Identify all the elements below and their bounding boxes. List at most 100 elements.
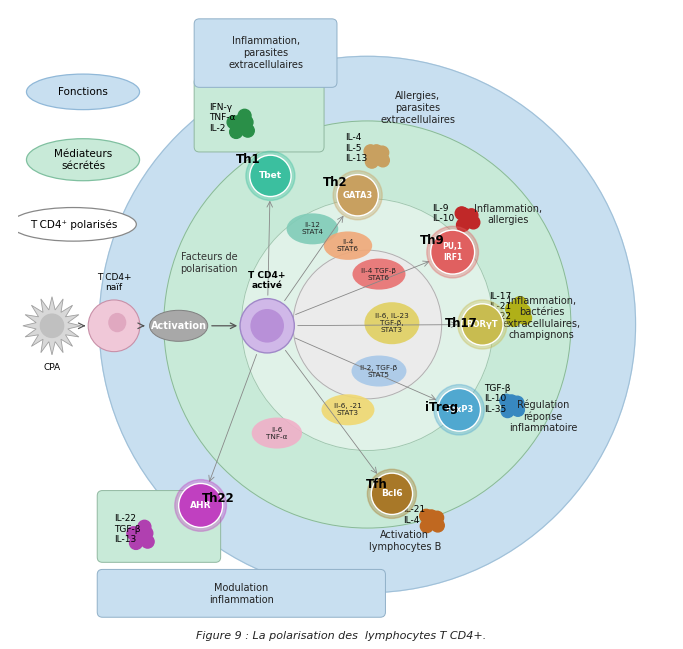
Circle shape bbox=[510, 303, 523, 316]
Circle shape bbox=[458, 300, 507, 349]
Circle shape bbox=[376, 154, 389, 167]
Circle shape bbox=[419, 509, 432, 522]
Text: GATA3: GATA3 bbox=[343, 191, 373, 200]
Circle shape bbox=[518, 312, 531, 324]
Text: PU,1
IRF1: PU,1 IRF1 bbox=[443, 243, 462, 262]
Text: Inflammation,
allergies: Inflammation, allergies bbox=[474, 204, 542, 225]
Circle shape bbox=[505, 395, 518, 408]
Text: Il-6, -21
STAT3: Il-6, -21 STAT3 bbox=[334, 403, 362, 416]
Text: FoxP3: FoxP3 bbox=[445, 406, 473, 414]
Circle shape bbox=[462, 215, 475, 228]
Circle shape bbox=[462, 304, 503, 345]
Circle shape bbox=[40, 314, 64, 337]
FancyBboxPatch shape bbox=[194, 77, 324, 152]
Text: IFN-γ
TNF-α
IL-2: IFN-γ TNF-α IL-2 bbox=[209, 103, 236, 132]
Circle shape bbox=[432, 519, 444, 532]
Circle shape bbox=[507, 401, 520, 414]
Circle shape bbox=[507, 313, 520, 326]
Circle shape bbox=[372, 151, 385, 164]
Circle shape bbox=[250, 155, 291, 197]
Circle shape bbox=[376, 146, 389, 159]
Circle shape bbox=[364, 145, 377, 158]
Text: IL-22
TGF-β
IL-13: IL-22 TGF-β IL-13 bbox=[114, 515, 141, 545]
Circle shape bbox=[241, 124, 254, 137]
FancyBboxPatch shape bbox=[97, 569, 385, 617]
Text: TGF-β
IL-10
IL-35: TGF-β IL-10 IL-35 bbox=[484, 384, 510, 413]
Text: Facteurs de
polarisation: Facteurs de polarisation bbox=[180, 252, 238, 274]
Text: IL-4
IL-5
IL-13: IL-4 IL-5 IL-13 bbox=[345, 133, 367, 163]
Circle shape bbox=[179, 484, 223, 528]
Circle shape bbox=[241, 199, 493, 450]
FancyBboxPatch shape bbox=[97, 491, 221, 562]
Ellipse shape bbox=[322, 395, 374, 425]
Text: T CD4⁺ polarisés: T CD4⁺ polarisés bbox=[29, 219, 117, 230]
Circle shape bbox=[246, 151, 295, 201]
Ellipse shape bbox=[150, 310, 208, 341]
Circle shape bbox=[293, 250, 442, 399]
Ellipse shape bbox=[352, 258, 406, 289]
Circle shape bbox=[234, 115, 247, 128]
FancyBboxPatch shape bbox=[194, 19, 337, 88]
Circle shape bbox=[141, 535, 154, 548]
Text: Il-2, TGF-β
STAT5: Il-2, TGF-β STAT5 bbox=[361, 365, 398, 378]
Circle shape bbox=[251, 309, 284, 343]
Text: Th9: Th9 bbox=[419, 234, 445, 247]
Text: T CD4+
naïf: T CD4+ naïf bbox=[97, 273, 131, 292]
Text: RORγT: RORγT bbox=[466, 320, 498, 329]
Text: Il-12
STAT4: Il-12 STAT4 bbox=[301, 223, 324, 236]
Text: Médiateurs
sécrétés: Médiateurs sécrétés bbox=[54, 149, 112, 171]
Circle shape bbox=[512, 403, 525, 416]
Text: AHR: AHR bbox=[190, 501, 211, 510]
Circle shape bbox=[500, 395, 513, 407]
Text: Activation
lymphocytes B: Activation lymphocytes B bbox=[369, 530, 441, 552]
Circle shape bbox=[175, 480, 227, 532]
Circle shape bbox=[365, 155, 378, 168]
Text: CPA: CPA bbox=[44, 363, 61, 373]
Circle shape bbox=[164, 121, 571, 528]
Ellipse shape bbox=[251, 417, 302, 448]
Circle shape bbox=[467, 216, 479, 229]
Text: Tbet: Tbet bbox=[259, 171, 282, 180]
Circle shape bbox=[238, 109, 251, 122]
Circle shape bbox=[456, 207, 468, 220]
Circle shape bbox=[514, 310, 527, 323]
Circle shape bbox=[133, 526, 146, 539]
Text: Régulation
réponse
inflammatoire: Régulation réponse inflammatoire bbox=[509, 399, 577, 434]
Ellipse shape bbox=[27, 139, 139, 180]
Circle shape bbox=[514, 297, 527, 310]
Circle shape bbox=[427, 227, 479, 278]
Polygon shape bbox=[23, 297, 81, 355]
Circle shape bbox=[456, 219, 469, 232]
Circle shape bbox=[240, 116, 253, 129]
Text: Il-6
TNF-α: Il-6 TNF-α bbox=[266, 426, 288, 439]
Text: IL-21
IL-4: IL-21 IL-4 bbox=[403, 506, 425, 525]
Ellipse shape bbox=[352, 356, 406, 387]
Text: Figure 9 : La polarisation des  lymphocytes T CD4+.: Figure 9 : La polarisation des lymphocyt… bbox=[197, 631, 486, 641]
Circle shape bbox=[240, 299, 294, 353]
Text: Th22: Th22 bbox=[202, 493, 235, 506]
Circle shape bbox=[140, 527, 153, 540]
Ellipse shape bbox=[10, 208, 137, 241]
Text: Th17: Th17 bbox=[445, 317, 477, 330]
Circle shape bbox=[138, 520, 151, 533]
Circle shape bbox=[227, 116, 240, 129]
Text: T CD4+
activé: T CD4+ activé bbox=[249, 271, 286, 290]
Circle shape bbox=[426, 516, 439, 529]
Circle shape bbox=[420, 520, 433, 533]
Circle shape bbox=[333, 171, 382, 220]
Ellipse shape bbox=[324, 232, 372, 260]
Circle shape bbox=[127, 527, 140, 540]
Text: iTreg: iTreg bbox=[425, 400, 458, 413]
Circle shape bbox=[501, 404, 514, 417]
Circle shape bbox=[517, 304, 530, 317]
Circle shape bbox=[434, 385, 484, 435]
Text: Modulation
inflammation: Modulation inflammation bbox=[209, 583, 274, 605]
Circle shape bbox=[367, 469, 417, 519]
Text: Allergies,
parasites
extracellulaires: Allergies, parasites extracellulaires bbox=[380, 92, 456, 125]
Circle shape bbox=[130, 537, 143, 550]
Circle shape bbox=[337, 175, 378, 216]
Circle shape bbox=[465, 209, 478, 222]
Circle shape bbox=[236, 120, 249, 133]
Circle shape bbox=[511, 397, 524, 409]
Circle shape bbox=[372, 473, 413, 515]
